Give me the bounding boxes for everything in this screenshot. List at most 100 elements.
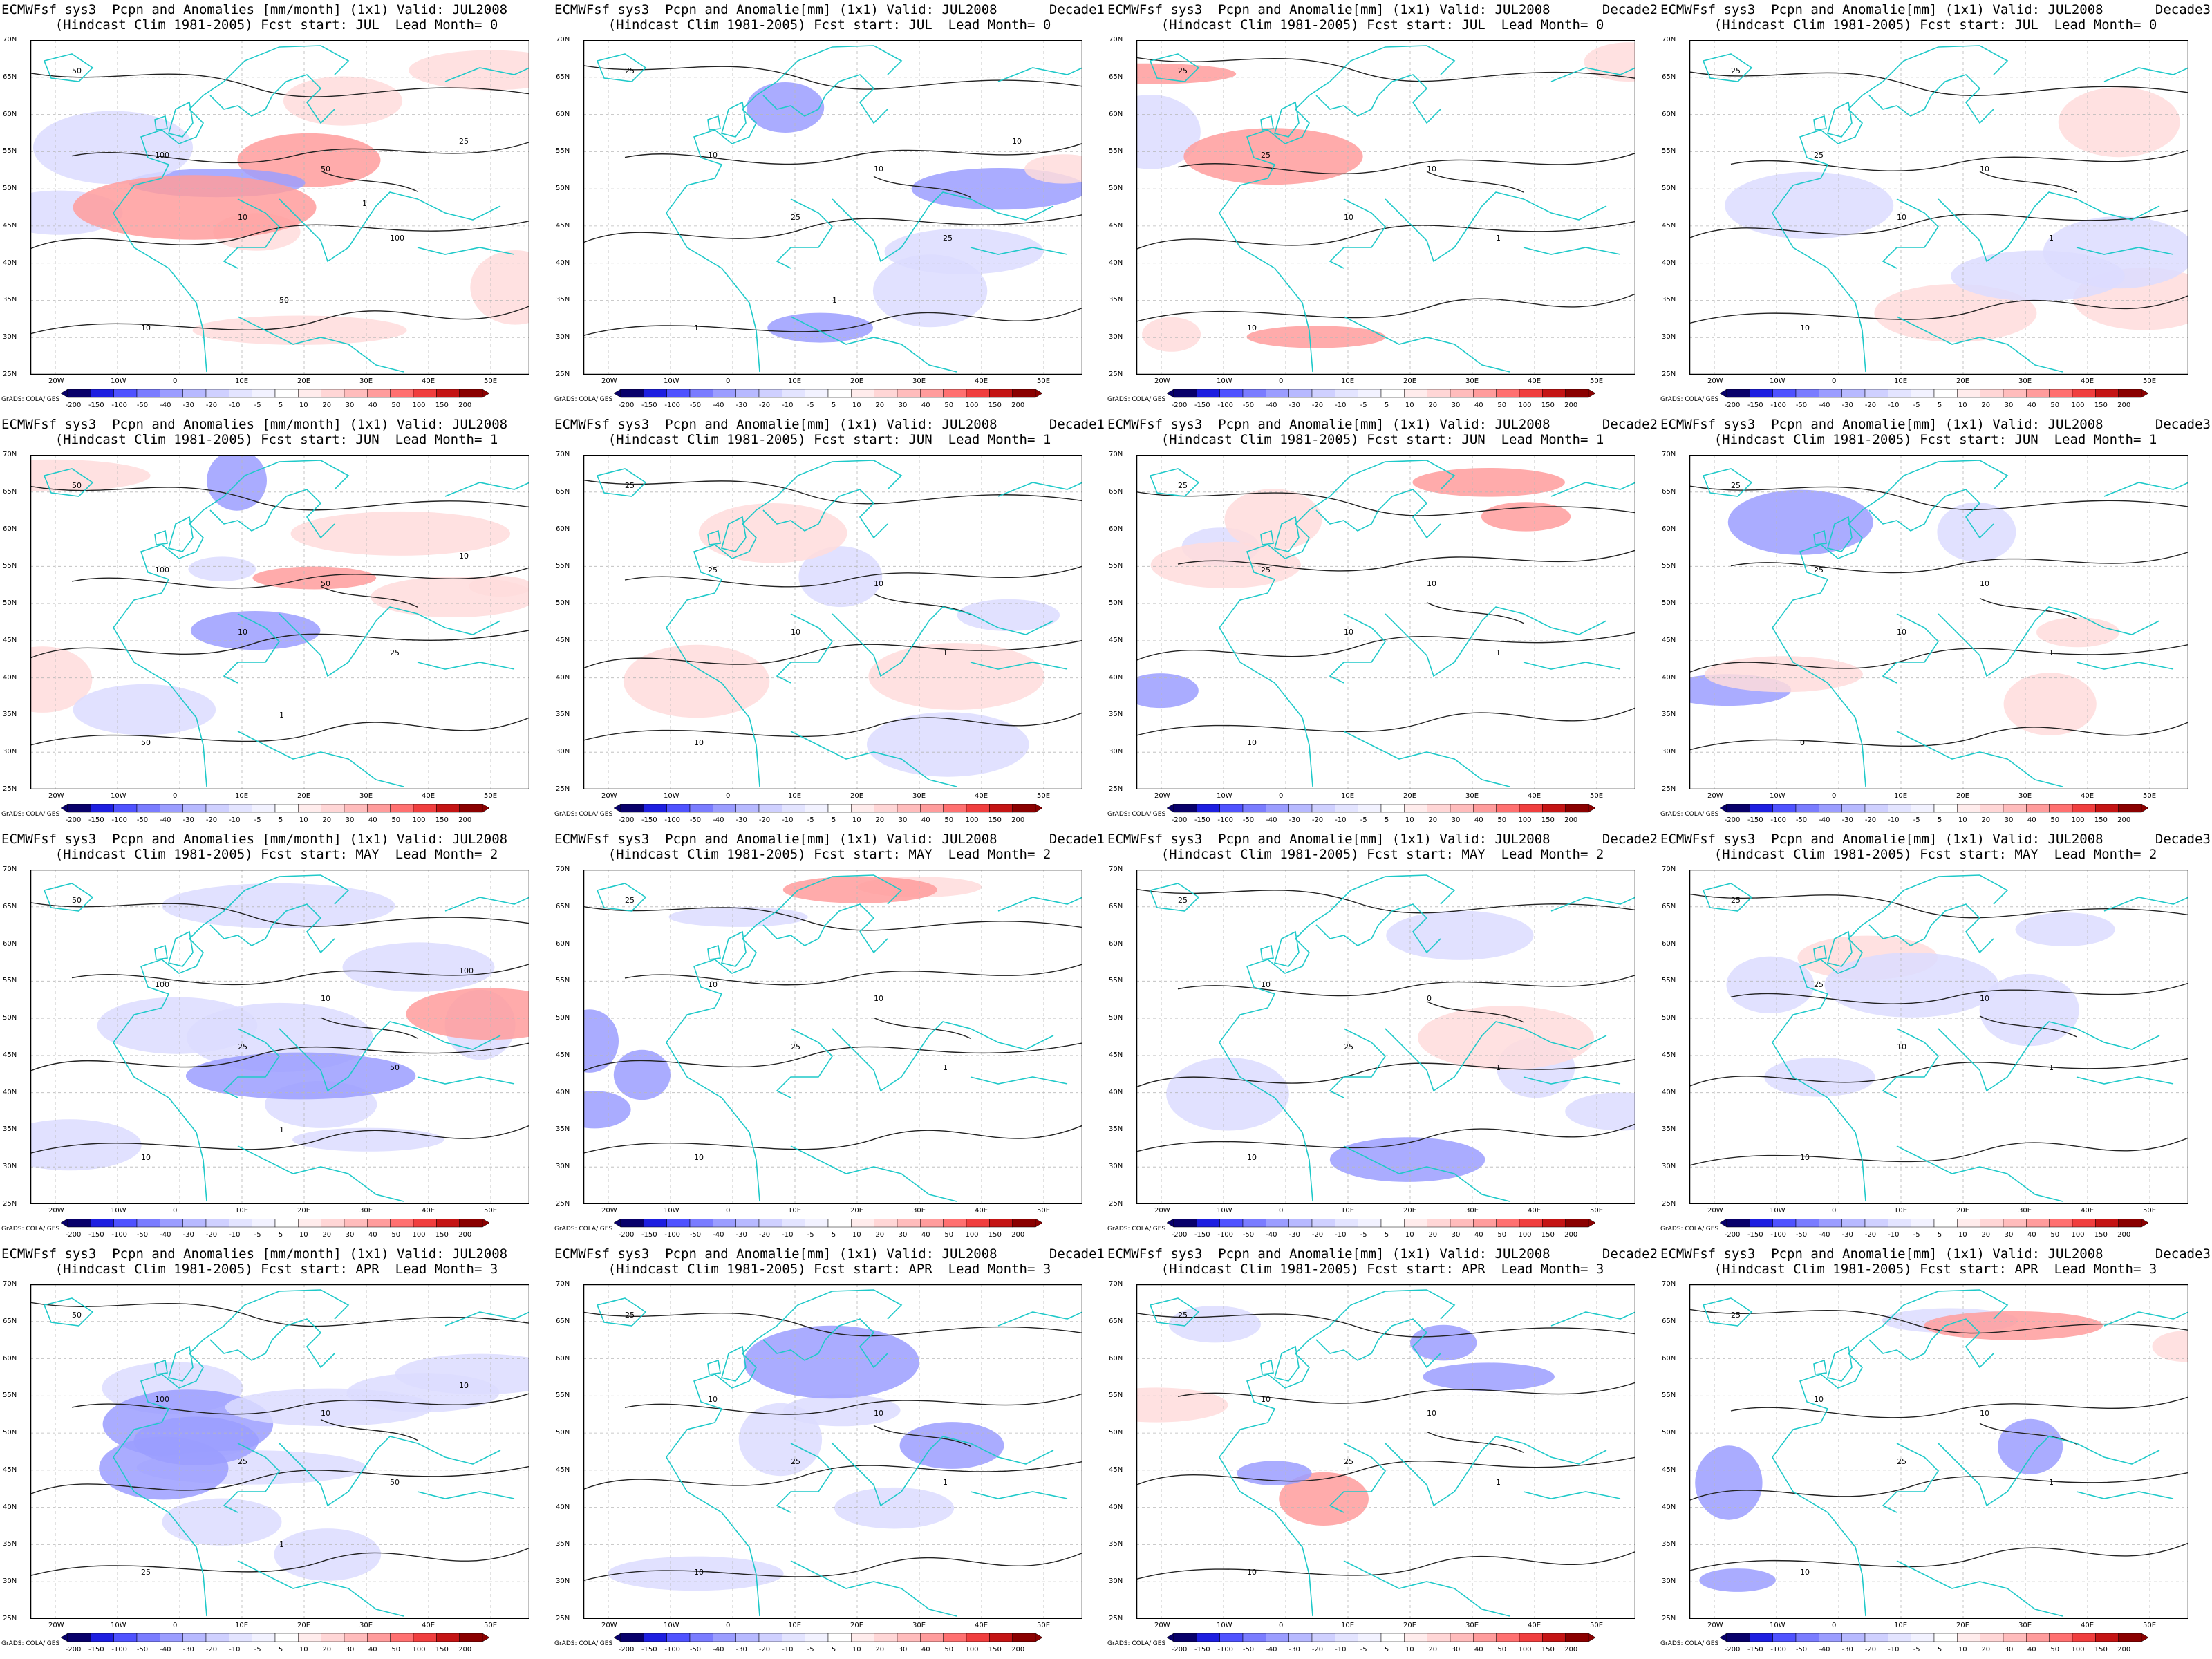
grads-credit: GrADS: COLA/IGES bbox=[1, 1640, 60, 1647]
colorbar-tick-label: -30 bbox=[1842, 1231, 1853, 1239]
latitude-tick-label: 30N bbox=[556, 748, 570, 756]
colorbar-tick-label: -100 bbox=[1770, 402, 1786, 409]
climatology-contour bbox=[30, 73, 529, 97]
coastline bbox=[721, 930, 747, 967]
panel-title-decade: Decade3 bbox=[2155, 417, 2211, 432]
colorbar-tick-label: -40 bbox=[713, 1231, 724, 1239]
latitude-tick-label: 50N bbox=[556, 1429, 570, 1437]
colorbar-tick-label: 200 bbox=[458, 816, 471, 824]
colorbar-tick-label: -50 bbox=[1796, 1231, 1807, 1239]
latitude-tick-label: 50N bbox=[1662, 185, 1676, 193]
colorbar-tick-label: 50 bbox=[2050, 816, 2059, 824]
latitude-tick-label: 45N bbox=[1662, 636, 1676, 644]
coastline bbox=[1882, 1028, 1940, 1098]
negative-anomaly-area bbox=[583, 1091, 631, 1129]
colorbar-swatch bbox=[321, 388, 345, 398]
colorbar-swatch bbox=[1242, 803, 1266, 813]
colorbar-tick-label: 40 bbox=[1474, 1231, 1483, 1239]
colorbar-tick-label: -40 bbox=[1819, 402, 1830, 409]
coastline bbox=[1896, 316, 2063, 373]
latitude-tick-label: 65N bbox=[1109, 902, 1123, 910]
latitude-tick-label: 55N bbox=[3, 147, 17, 156]
colorbar-swatch bbox=[390, 1218, 414, 1228]
colorbar-end-high bbox=[1588, 388, 1596, 398]
latitude-tick-label: 55N bbox=[556, 147, 570, 156]
colorbar-swatch bbox=[1795, 1633, 1819, 1642]
climatology-contour bbox=[583, 1125, 1082, 1154]
colorbar-tick-label: -200 bbox=[1172, 1646, 1188, 1653]
colorbar-tick-label: 200 bbox=[1564, 1646, 1577, 1653]
negative-anomaly-area bbox=[1725, 171, 1894, 239]
coastline bbox=[237, 731, 404, 787]
contour-label: 25 bbox=[1344, 1457, 1353, 1466]
latitude-tick-label: 55N bbox=[1662, 977, 1676, 985]
panel-title-line2: (Hindcast Clim 1981-2005) Fcst start: JU… bbox=[1161, 17, 1604, 32]
longitude-tick-label: 20W bbox=[48, 1622, 64, 1629]
latitude-tick-label: 45N bbox=[556, 1051, 570, 1059]
longitude-tick-label: 20E bbox=[850, 1622, 864, 1629]
longitude-tick-label: 20W bbox=[1707, 1207, 1723, 1215]
coastline bbox=[1385, 1021, 1607, 1092]
colorbar-swatch bbox=[298, 388, 321, 398]
colorbar-tick-label: 100 bbox=[1518, 402, 1531, 409]
colorbar-swatch bbox=[344, 388, 368, 398]
contour-label: 25 bbox=[791, 213, 800, 222]
coastline bbox=[1343, 731, 1510, 787]
colorbar-swatch bbox=[1173, 1633, 1197, 1642]
colorbar-tick-label: 200 bbox=[1564, 816, 1577, 824]
colorbar-tick-label: -50 bbox=[1243, 402, 1254, 409]
colorbar-tick-label: -200 bbox=[1725, 816, 1741, 824]
latitude-tick-label: 40N bbox=[1662, 1088, 1676, 1096]
colorbar-swatch bbox=[321, 1633, 345, 1642]
colorbar-tick-label: 10 bbox=[1958, 816, 1967, 824]
map-frame bbox=[583, 870, 1082, 1204]
longitude-tick-label: 0 bbox=[173, 377, 178, 385]
colorbar-tick-label: -100 bbox=[1217, 1231, 1233, 1239]
latitude-tick-label: 45N bbox=[1109, 636, 1123, 644]
positive-anomaly-area bbox=[1183, 128, 1363, 185]
colorbar-tick-label: 30 bbox=[346, 1646, 355, 1653]
latitude-tick-label: 60N bbox=[1662, 525, 1676, 533]
negative-anomaly-area bbox=[342, 942, 495, 992]
colorbar-end-low bbox=[613, 803, 621, 813]
colorbar-swatch bbox=[436, 1218, 460, 1228]
colorbar-tick-label: -150 bbox=[1194, 402, 1210, 409]
forecast-panel: ECMWFsf sys3 Pcpn and Anomalies [mm/mont… bbox=[0, 830, 553, 1244]
positive-anomaly-area bbox=[73, 175, 317, 240]
colorbar: -200 -150 -100 -50 -40 -30 -20 -10 -5 5 10 20 30 40 50… bbox=[613, 803, 1043, 829]
latitude-tick-label: 50N bbox=[1662, 599, 1676, 608]
latitude-tick-label: 65N bbox=[3, 73, 17, 81]
contour-label: 10 bbox=[1427, 579, 1436, 588]
colorbar-tick-label: -10 bbox=[229, 402, 240, 409]
colorbar-swatch bbox=[805, 1218, 829, 1228]
contour-label: 25 bbox=[1178, 896, 1188, 905]
colorbar-swatch bbox=[1380, 803, 1405, 813]
colorbar-tick-label: -100 bbox=[1217, 402, 1233, 409]
colorbar-swatch bbox=[827, 1633, 852, 1642]
latitude-tick-label: 35N bbox=[1662, 1125, 1676, 1134]
negative-anomaly-area bbox=[133, 1416, 259, 1465]
positive-anomaly-area bbox=[2058, 87, 2180, 158]
colorbar-swatch bbox=[1242, 1218, 1266, 1228]
latitude-tick-label: 30N bbox=[1662, 1577, 1676, 1586]
climatology-contour bbox=[1136, 293, 1635, 322]
latitude-tick-label: 40N bbox=[1109, 1503, 1123, 1511]
negative-anomaly-area bbox=[1136, 95, 1201, 169]
colorbar-tick-label: 5 bbox=[832, 816, 836, 824]
contour-label: 10 bbox=[459, 1381, 469, 1390]
climatology-contour bbox=[1426, 1001, 1524, 1023]
longitude-tick-label: 10W bbox=[111, 1622, 126, 1629]
panel-title-decade: Decade3 bbox=[2155, 2, 2211, 17]
longitude-tick-label: 20E bbox=[1956, 1622, 1970, 1629]
coastline bbox=[1523, 247, 1621, 255]
negative-anomaly-area bbox=[2015, 912, 2115, 946]
longitude-tick-label: 40E bbox=[1528, 792, 1541, 800]
climatology-contour bbox=[1689, 1058, 2188, 1087]
climatology-contour bbox=[1689, 1137, 2188, 1166]
colorbar-swatch bbox=[390, 803, 414, 813]
colorbar-tick-label: 150 bbox=[1541, 1646, 1555, 1653]
contour-label: 1 bbox=[279, 1540, 284, 1549]
map-frame bbox=[583, 1284, 1082, 1619]
colorbar-tick-label: -20 bbox=[1865, 816, 1876, 824]
longitude-tick-label: 20E bbox=[1956, 1207, 1970, 1215]
